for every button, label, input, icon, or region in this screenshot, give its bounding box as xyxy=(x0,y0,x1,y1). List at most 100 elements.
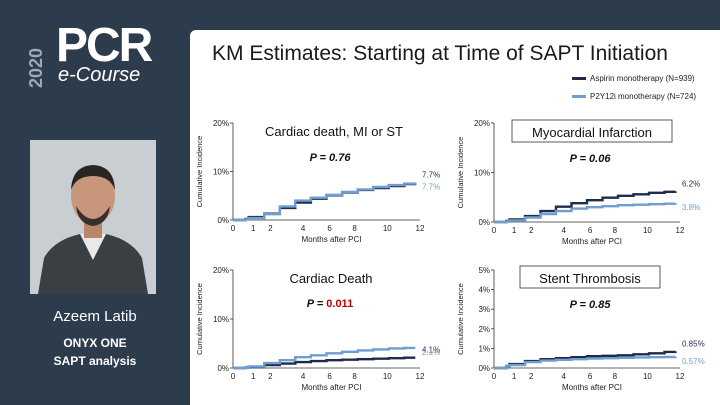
composite-xtick-label: 2 xyxy=(268,224,273,233)
cardiac-death-title-box xyxy=(276,268,386,288)
legend-label-p2y12: P2Y12i monotherapy (N=724) xyxy=(590,92,697,101)
presenter-affiliation: ONYX ONE SAPT analysis xyxy=(0,334,190,370)
mi-xlabel: Months after PCI xyxy=(562,237,622,246)
year-text: 2020 xyxy=(26,48,46,88)
mi-ytick-label: 10% xyxy=(474,169,490,178)
presenter-silhouette xyxy=(30,140,156,294)
cardiac-death-end-label: 2.1% xyxy=(422,348,440,357)
legend xyxy=(190,70,720,106)
mi-end-label: 6.2% xyxy=(682,179,700,188)
composite-xtick-label: 1 xyxy=(251,224,256,233)
cardiac-death-ytick-label: 0% xyxy=(217,364,229,373)
composite-series-aspirin xyxy=(233,182,417,222)
affiliation-line-2: SAPT analysis xyxy=(53,354,137,368)
mi-series-aspirin xyxy=(494,190,677,224)
composite-xtick-label: 4 xyxy=(301,224,306,233)
presenter-name: Azeem Latib xyxy=(53,308,137,325)
cardiac-death-xtick-label: 12 xyxy=(416,372,425,381)
st-xtick-label: 2 xyxy=(529,372,534,381)
cardiac-death-xlabel: Months after PCI xyxy=(301,383,361,392)
cardiac-death-xtick-label: 10 xyxy=(383,372,392,381)
mi-xtick-label: 2 xyxy=(529,226,534,235)
st-xlabel: Months after PCI xyxy=(562,383,622,392)
mi-xtick-label: 6 xyxy=(588,226,593,235)
ecourse-logo: e-Course xyxy=(58,64,141,86)
st-ytick-label: 2% xyxy=(478,325,490,334)
st-xtick-label: 4 xyxy=(562,372,567,381)
cardiac-death-xtick-label: 6 xyxy=(327,372,332,381)
cardiac-death-title: Cardiac Death xyxy=(289,271,372,286)
composite-title-box xyxy=(255,123,413,141)
affiliation-line-1: ONYX ONE xyxy=(63,336,127,350)
st-ylabel: Cumulative Incidence xyxy=(456,283,465,355)
mi-pvalue: P = 0.06 xyxy=(570,153,612,165)
cardiac-death-ytick-label: 20% xyxy=(213,266,229,275)
cardiac-death-series-p2y12 xyxy=(233,346,416,370)
cardiac-death-pvalue-prefix: P = xyxy=(307,298,326,310)
st-xtick-label: 1 xyxy=(512,372,517,381)
mi-ytick-label: 20% xyxy=(474,119,490,128)
st-xtick-label: 10 xyxy=(643,372,652,381)
mi-xtick-label: 8 xyxy=(613,226,618,235)
st-title-box xyxy=(519,265,661,289)
cardiac-death-xtick-label: 8 xyxy=(352,372,357,381)
mi-xtick-label: 0 xyxy=(492,226,497,235)
composite-title: Cardiac death, MI or ST xyxy=(265,124,403,139)
main-area xyxy=(190,95,720,405)
st-xtick-label: 12 xyxy=(676,372,685,381)
composite-end-label: 7.7% xyxy=(422,171,440,180)
cardiac-death-xtick-label: 0 xyxy=(231,372,236,381)
legend-swatch-aspirin xyxy=(572,77,586,80)
st-ytick-label: 0% xyxy=(478,364,490,373)
cardiac-death-ytick-label: 10% xyxy=(213,315,229,324)
cardiac-death-end-label: 4.1% xyxy=(422,346,440,355)
composite-xlabel: Months after PCI xyxy=(301,235,361,244)
cardiac-death-xtick-label: 2 xyxy=(268,372,273,381)
st-ytick-label: 4% xyxy=(478,286,490,295)
year-vertical: 2020 xyxy=(26,48,46,88)
mi-ylabel: Cumulative Incidence xyxy=(456,137,465,209)
st-xtick-label: 8 xyxy=(613,372,618,381)
mi-xtick-label: 1 xyxy=(512,226,517,235)
composite-ylabel: Cumulative Incidence xyxy=(195,136,204,208)
st-end-label: 0.57% xyxy=(682,357,705,366)
composite-pvalue: P = 0.76 xyxy=(310,152,352,164)
composite-end-label: 7.7% xyxy=(422,183,440,192)
cardiac-death-pvalue-number: 0.011 xyxy=(326,298,353,310)
cardiac-death-pvalue: P = 0.011 xyxy=(307,298,353,310)
composite-series-p2y12 xyxy=(233,182,417,222)
mi-ytick-label: 0% xyxy=(478,218,490,227)
cardiac-death-xtick-label: 1 xyxy=(251,372,256,381)
mi-xtick-label: 4 xyxy=(562,226,567,235)
slide-title: KM Estimates: Starting at Time of SAPT I… xyxy=(212,42,668,65)
cardiac-death-xtick-label: 4 xyxy=(301,372,306,381)
mi-series-p2y12 xyxy=(494,202,677,224)
composite-xtick-label: 12 xyxy=(416,224,425,233)
st-title: Stent Thrombosis xyxy=(539,271,641,286)
legend-label-aspirin: Aspirin monotherapy (N=939) xyxy=(590,74,695,83)
st-ytick-label: 1% xyxy=(478,344,490,353)
st-ytick-label: 3% xyxy=(478,305,490,314)
presenter-photo xyxy=(30,140,156,294)
composite-xtick-label: 6 xyxy=(327,224,332,233)
composite-xtick-label: 10 xyxy=(383,224,392,233)
st-xtick-label: 6 xyxy=(588,372,593,381)
composite-xtick-label: 8 xyxy=(352,224,357,233)
mi-end-label: 3.8% xyxy=(682,203,700,212)
composite-xtick-label: 0 xyxy=(231,224,236,233)
composite-ytick-label: 20% xyxy=(213,119,229,128)
composite-ytick-label: 10% xyxy=(213,168,229,177)
legend-swatch-p2y12 xyxy=(572,95,586,98)
mi-title: Myocardial Infarction xyxy=(532,125,652,140)
st-end-label: 0.85% xyxy=(682,339,705,348)
composite-ytick-label: 0% xyxy=(217,216,229,225)
cardiac-death-ylabel: Cumulative Incidence xyxy=(195,283,204,355)
pcr-logo: PCR xyxy=(56,19,153,72)
st-xtick-label: 0 xyxy=(492,372,497,381)
st-pvalue: P = 0.85 xyxy=(570,299,612,311)
mi-xtick-label: 10 xyxy=(643,226,652,235)
mi-title-box xyxy=(511,119,673,143)
st-ytick-label: 5% xyxy=(478,266,490,275)
mi-xtick-label: 12 xyxy=(676,226,685,235)
